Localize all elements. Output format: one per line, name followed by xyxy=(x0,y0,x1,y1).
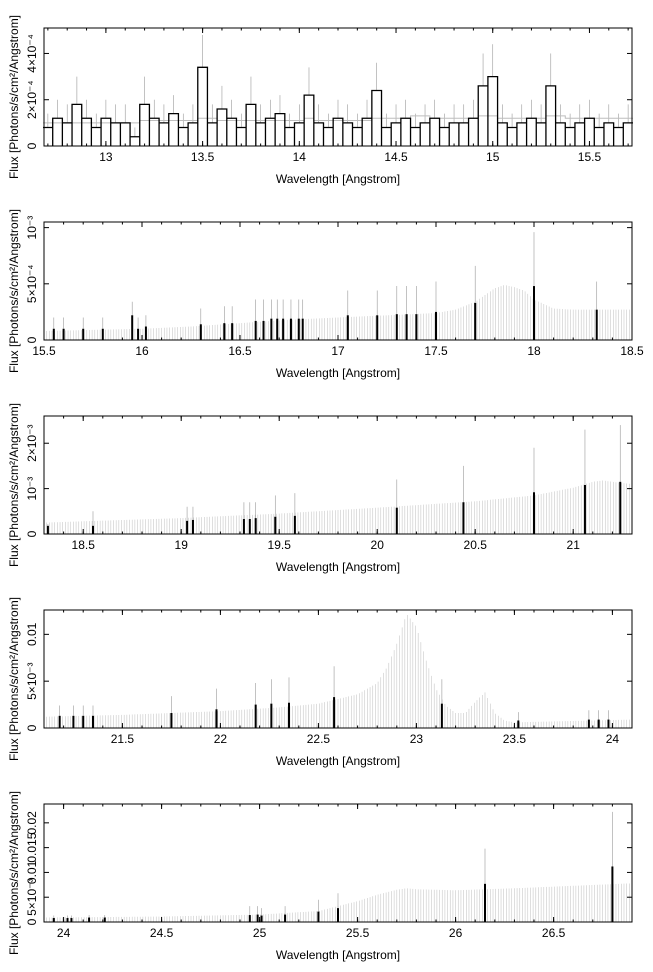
x-tick-label: 15 xyxy=(486,150,500,164)
x-tick-label: 16 xyxy=(135,344,149,358)
y-axis-label: Flux [Photons/s/cm²/Angstrom] xyxy=(7,597,21,761)
x-tick-label: 15.5 xyxy=(32,344,56,358)
x-tick-label: 18.5 xyxy=(72,538,96,552)
x-tick-label: 25 xyxy=(253,926,267,940)
x-tick-label: 26 xyxy=(449,926,463,940)
chart-panel-4: 21.5 22 22.5 23 23.5 24 0 5×10⁻³ 0.01 Wavelength … xyxy=(7,597,633,768)
x-tick-label: 17 xyxy=(331,344,345,358)
y-tick-label: 0.01 xyxy=(25,860,39,884)
y-tick-label: 0 xyxy=(25,724,39,731)
y-tick-label: 4×10⁻⁴ xyxy=(25,34,39,73)
y-tick-label: 0.02 xyxy=(25,811,39,835)
x-tick-label: 14.5 xyxy=(384,150,408,164)
y-axis-label: Flux [Photons/s/cm²/Angstrom] xyxy=(7,15,21,179)
x-tick-label: 24 xyxy=(606,732,620,746)
y-axis-label: Flux [Photons/s/cm²/Angstrom] xyxy=(7,791,21,955)
x-tick-label: 23.5 xyxy=(503,732,527,746)
x-tick-label: 15.5 xyxy=(578,150,602,164)
x-axis-label: Wavelength [Angstrom] xyxy=(276,366,400,380)
y-axis-label: Flux [Photons/s/cm²/Angstrom] xyxy=(7,403,21,567)
x-axis-label: Wavelength [Angstrom] xyxy=(276,172,400,186)
chart-panel-2: 15.5 16 16.5 17 17.5 18 18.5 0 5×10⁻⁴ 10⁻³ Wavelen… xyxy=(7,209,644,380)
y-tick-label: 10⁻³ xyxy=(25,216,39,240)
y-tick-label: 0 xyxy=(25,530,39,537)
y-tick-label: 0.01 xyxy=(25,622,39,646)
x-tick-label: 13 xyxy=(99,150,113,164)
x-tick-label: 20 xyxy=(371,538,385,552)
x-tick-label: 18.5 xyxy=(620,344,644,358)
x-tick-label: 20.5 xyxy=(464,538,488,552)
x-tick-label: 21.5 xyxy=(111,732,135,746)
x-tick-label: 23 xyxy=(410,732,424,746)
x-tick-label: 25.5 xyxy=(346,926,370,940)
y-tick-label: 0 xyxy=(25,142,39,149)
y-tick-label: 2×10⁻³ xyxy=(25,425,39,462)
x-tick-label: 24.5 xyxy=(150,926,174,940)
x-tick-label: 22.5 xyxy=(307,732,331,746)
plot-frame xyxy=(43,27,633,147)
chart-panel-3: 18.5 19 19.5 20 20.5 21 0 10⁻³ 2×10⁻³ Wavelength … xyxy=(7,403,633,574)
y-tick-label: 0 xyxy=(25,918,39,925)
x-tick-label: 14 xyxy=(293,150,307,164)
x-tick-label: 24 xyxy=(57,926,71,940)
y-tick-label: 2×10⁻⁴ xyxy=(25,80,39,119)
x-tick-label: 16.5 xyxy=(228,344,252,358)
y-axis-label: Flux [Photons/s/cm²/Angstrom] xyxy=(7,209,21,373)
x-axis-label: Wavelength [Angstrom] xyxy=(276,560,400,574)
y-tick-label: 0.015 xyxy=(25,832,39,862)
x-axis-label: Wavelength [Angstrom] xyxy=(276,754,400,768)
y-tick-label: 0 xyxy=(25,336,39,343)
x-tick-label: 18 xyxy=(527,344,541,358)
x-axis-label: Wavelength [Angstrom] xyxy=(276,948,400,962)
x-tick-label: 17.5 xyxy=(424,344,448,358)
data-series-line xyxy=(43,66,633,146)
chart-panel-1: 13 13.5 14 14.5 15 15.5 0 2×10⁻⁴ 4×10⁻⁴ Wavelengt… xyxy=(7,15,633,186)
y-tick-label: 5×10⁻³ xyxy=(25,662,39,699)
x-tick-label: 22 xyxy=(214,732,228,746)
x-tick-label: 13.5 xyxy=(191,150,215,164)
x-tick-label: 19 xyxy=(175,538,189,552)
x-tick-label: 19.5 xyxy=(268,538,292,552)
y-tick-label: 5×10⁻⁴ xyxy=(25,265,39,304)
y-tick-label: 5×10⁻³ xyxy=(25,879,39,916)
y-tick-label: 10⁻³ xyxy=(25,477,39,501)
x-tick-label: 26.5 xyxy=(542,926,566,940)
x-tick-label: 21 xyxy=(567,538,581,552)
